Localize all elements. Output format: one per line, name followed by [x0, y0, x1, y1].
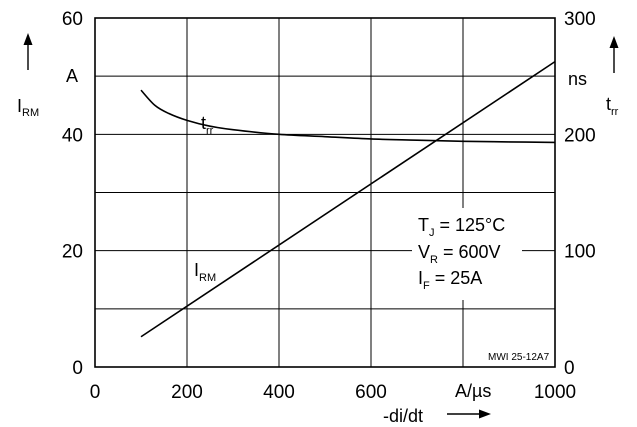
condition-tj-main: T: [418, 215, 429, 235]
svg-text:IRM: IRM: [194, 260, 216, 284]
y-right-label-sub: rr: [611, 106, 619, 118]
y-right-tick-label: 100: [564, 242, 596, 263]
y-left-arrowhead-icon: [23, 33, 33, 45]
conditions-backdrop: [412, 208, 522, 300]
x-axis-unit: A/µs: [455, 381, 491, 401]
condition-if-value: = 25A: [430, 268, 483, 288]
x-tick-label: 1000: [534, 382, 576, 403]
y-left-tick-label: 20: [62, 242, 83, 263]
conditions: TJ = 125°C VR = 600V IF = 25A: [418, 215, 505, 292]
irm-series-line: [140, 60, 556, 338]
y-left-tick-label: 40: [62, 125, 83, 146]
x-tick-label: 400: [263, 382, 295, 403]
y-right-unit: ns: [568, 69, 587, 89]
x-axis-title: -di/dt: [383, 406, 423, 426]
condition-tj-sub: J: [429, 227, 435, 239]
y-left-label-sub: RM: [22, 107, 39, 119]
x-ticks: 0 200 400 600 1000: [90, 382, 576, 403]
y-right-tick-label: 0: [564, 358, 575, 379]
trr-series-label-main: t: [201, 113, 206, 133]
condition-if-sub: F: [423, 280, 430, 292]
grid: [95, 18, 555, 367]
y-right-ticks: 0 100 200 300: [564, 9, 596, 379]
trr-series-label-sub: rr: [206, 125, 214, 137]
y-left-tick-label: 60: [62, 9, 83, 30]
condition-tj-value: = 125°C: [435, 215, 506, 235]
svg-text:trr: trr: [606, 94, 619, 118]
x-arrowhead-icon: [479, 409, 491, 419]
y-left-axis-label: A IRM: [17, 33, 78, 119]
trr-series-line: [140, 89, 556, 144]
code-backdrop: [485, 349, 551, 363]
condition-vr-sub: R: [430, 254, 438, 266]
y-left-tick-label: 0: [72, 358, 83, 379]
condition-vr-main: V: [418, 242, 430, 262]
y-left-label-main: I: [17, 96, 22, 116]
x-tick-label: 600: [355, 382, 387, 403]
y-right-axis-label: ns trr: [568, 36, 619, 118]
svg-text:TJ = 125°C: TJ = 125°C: [418, 215, 505, 239]
plot-frame: [94, 17, 556, 368]
series-layer: [140, 60, 556, 338]
y-right-label-main: t: [606, 94, 611, 114]
x-axis-label: A/µs -di/dt: [383, 381, 491, 426]
y-right-arrowhead-icon: [609, 36, 619, 48]
y-left-ticks: 0 20 40 60: [62, 9, 83, 379]
svg-text:IRM: IRM: [17, 96, 39, 119]
x-tick-label: 0: [90, 382, 101, 403]
svg-text:IF = 25A: IF = 25A: [418, 268, 482, 292]
y-right-tick-label: 200: [564, 125, 596, 146]
irm-series-label-main: I: [194, 260, 199, 280]
condition-if-main: I: [418, 268, 423, 288]
condition-vr-value: = 600V: [438, 242, 501, 262]
svg-text:trr: trr: [201, 113, 214, 137]
y-left-unit: A: [66, 66, 78, 86]
svg-text:VR = 600V: VR = 600V: [418, 242, 501, 266]
x-tick-label: 200: [171, 382, 203, 403]
irm-series-label-sub: RM: [199, 272, 216, 284]
chart-code: MWI 25-12A7: [488, 352, 550, 363]
y-right-tick-label: 300: [564, 9, 596, 30]
